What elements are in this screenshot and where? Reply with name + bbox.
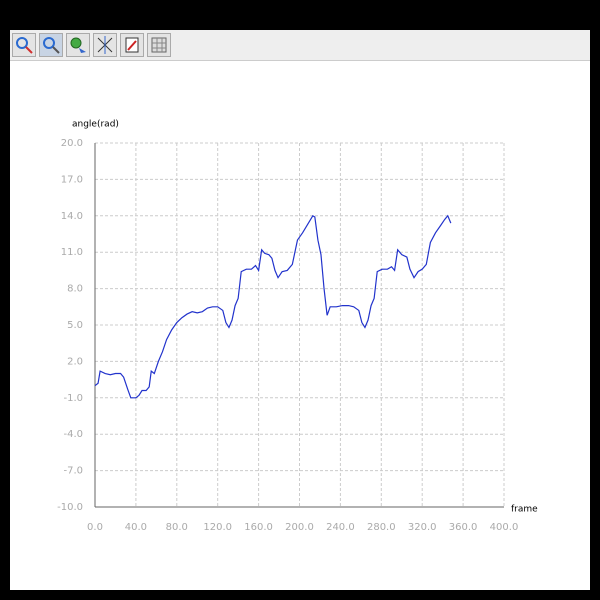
zoom-button[interactable] (39, 33, 63, 57)
x-tick-label: 0.0 (87, 522, 103, 533)
x-axis-label: frame (511, 505, 538, 515)
y-tick-label: -7.0 (63, 466, 83, 477)
x-tick-label: 160.0 (244, 522, 273, 533)
y-tick-label: -10.0 (57, 502, 83, 513)
x-tick-label: 80.0 (166, 522, 188, 533)
x-tick-label: 120.0 (203, 522, 232, 533)
x-tick-label: 240.0 (326, 522, 355, 533)
y-tick-label: 8.0 (67, 284, 83, 295)
toolbar (10, 30, 590, 61)
data-line (94, 214, 452, 399)
table-button[interactable] (147, 33, 171, 57)
y-tick-label: 11.0 (61, 247, 83, 258)
x-tick-label: 360.0 (449, 522, 478, 533)
y-tick-label: 14.0 (61, 211, 83, 222)
x-tick-label: 320.0 (408, 522, 437, 533)
y-axis-label: angle(rad) (72, 120, 119, 130)
y-tick-label: -4.0 (63, 429, 83, 440)
x-tick-label: 200.0 (285, 522, 314, 533)
save-button[interactable] (120, 33, 144, 57)
y-tick-label: -1.0 (63, 393, 83, 404)
y-tick-label: 17.0 (61, 174, 83, 185)
x-tick-label: 280.0 (367, 522, 396, 533)
cursor-button[interactable] (93, 33, 117, 57)
zoom-fit-button[interactable] (12, 33, 36, 57)
y-tick-label: 2.0 (67, 356, 83, 367)
x-tick-label: 400.0 (490, 522, 519, 533)
window (10, 30, 590, 590)
y-tick-label: 5.0 (67, 320, 83, 331)
x-tick-label: 40.0 (125, 522, 147, 533)
y-tick-label: 20.0 (61, 138, 83, 149)
pan-button[interactable] (66, 33, 90, 57)
